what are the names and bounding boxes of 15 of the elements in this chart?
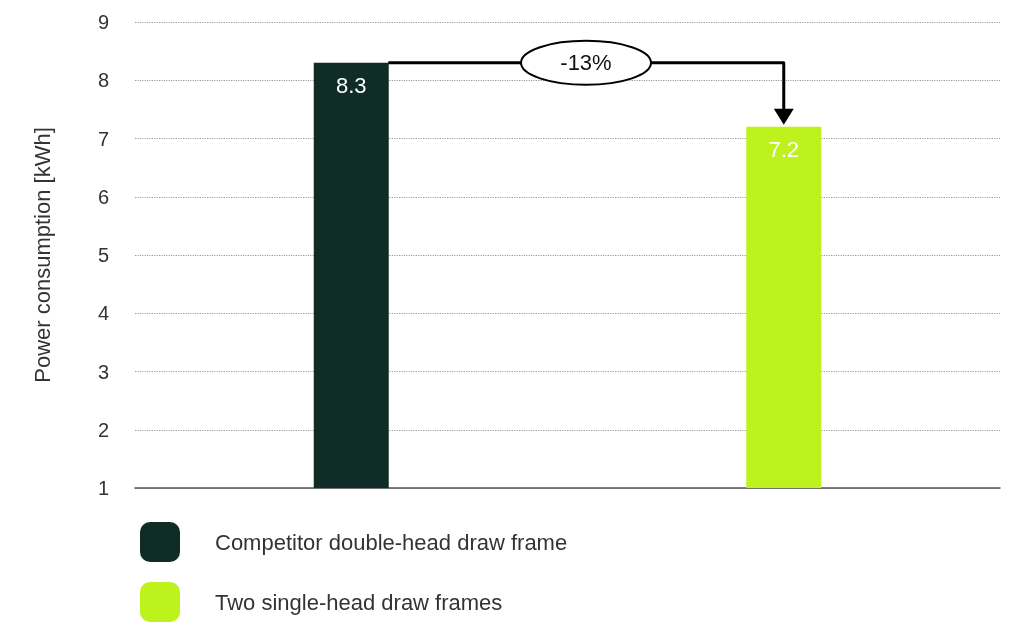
data-label: 8.3 — [335, 73, 367, 99]
data-label: 7.2 — [768, 137, 800, 163]
y-tick-label: 6 — [97, 185, 109, 208]
legend-label: Two single-head draw frames — [215, 589, 503, 615]
y-tick-label: 4 — [97, 302, 109, 325]
annotation: -13% — [560, 50, 612, 76]
y-tick-label: 7 — [97, 127, 109, 150]
y-tick-label: 8 — [97, 69, 109, 92]
y-axis-title: Power consumption [kWh] — [29, 127, 55, 383]
y-tick-label: 5 — [97, 244, 109, 266]
y-tick-label: 9 — [97, 11, 109, 33]
y-tick-label: 3 — [97, 360, 109, 383]
y-tick-label: 1 — [97, 477, 109, 499]
y-tick-label: 2 — [97, 418, 109, 441]
legend-label: Competitor double-head draw frame — [215, 529, 568, 555]
